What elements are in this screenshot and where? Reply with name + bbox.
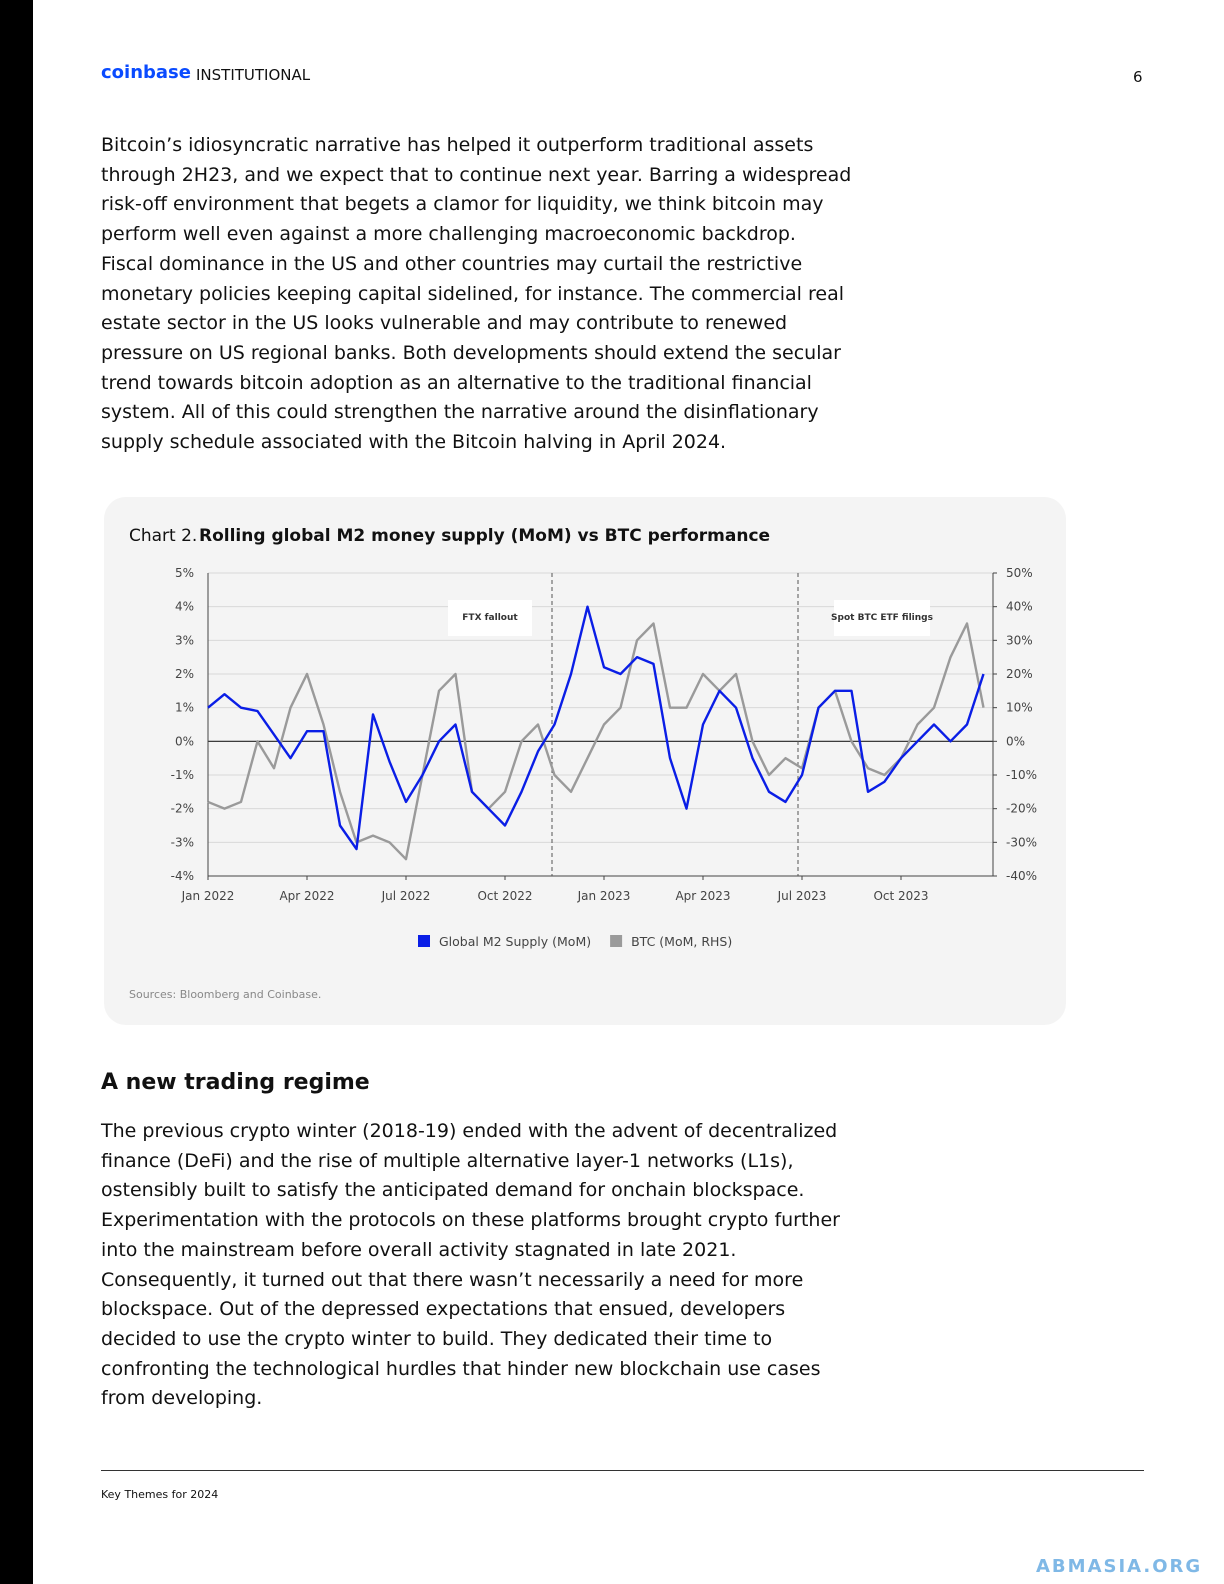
left-bar (0, 0, 33, 1584)
y-tick-label: 0% (175, 734, 194, 748)
legend-swatch (610, 935, 623, 947)
annotation-box (448, 600, 532, 636)
chart-title-prefix: Chart 2. (129, 526, 197, 546)
x-tick-label: Jul 2023 (777, 889, 827, 903)
brand: coinbase (101, 62, 191, 83)
y2-tick-label: -30% (1006, 835, 1037, 849)
text-line: supply schedule associated with the Bitc… (101, 431, 727, 454)
paragraph: Bitcoin’s idiosyncratic narrative has he… (101, 131, 851, 458)
text-line: Bitcoin’s idiosyncratic narrative has he… (101, 134, 814, 156)
y2-tick-label: -10% (1006, 768, 1037, 782)
text-line: risk-off environment that begets a clamo… (101, 193, 824, 216)
x-tick-label: Apr 2022 (279, 889, 334, 903)
y-tick-label: 5% (175, 566, 194, 580)
y-tick-label: -3% (171, 835, 194, 849)
text-line: decided to use the crypto winter to buil… (101, 1327, 773, 1350)
y-tick-label: -4% (171, 869, 194, 883)
y2-tick-label: 10% (1006, 701, 1033, 715)
x-tick-label: Oct 2022 (477, 889, 532, 903)
y2-tick-label: 30% (1006, 633, 1033, 647)
x-tick-label: Jan 2023 (577, 889, 631, 903)
text-line: from developing. (101, 1387, 263, 1410)
paragraph: The previous crypto winter (2018-19) end… (101, 1117, 840, 1414)
footer: Key Themes for 2024 (101, 1488, 219, 1501)
text-line: blockspace. Out of the depressed expecta… (101, 1298, 786, 1321)
chart-title: Rolling global M2 money supply (MoM) vs … (199, 526, 770, 546)
heading: A new trading regime (101, 1070, 370, 1095)
annotation: FTX fallout (462, 613, 518, 623)
x-tick-label: Apr 2023 (675, 889, 730, 903)
text-line: system. All of this could strengthen the… (101, 401, 819, 424)
y2-tick-label: -40% (1006, 869, 1037, 883)
chart-source: Sources: Bloomberg and Coinbase. (129, 988, 321, 1001)
y-tick-label: 4% (175, 600, 194, 614)
legend-swatch (418, 935, 430, 947)
text-line: finance (DeFi) and the rise of multiple … (101, 1149, 794, 1172)
text-line: perform well even against a more challen… (101, 223, 796, 246)
chart: Chart 2. Rolling global M2 money supply … (129, 526, 1037, 1001)
text-line: The previous crypto winter (2018-19) end… (101, 1120, 838, 1142)
footer-rule (101, 1470, 1144, 1471)
text-line: confronting the technological hurdles th… (101, 1357, 821, 1380)
y-tick-label: -1% (171, 768, 194, 782)
y-tick-label: 2% (175, 667, 194, 681)
text-line: into the mainstream before overall activ… (101, 1238, 737, 1261)
watermark: ABMASIA.ORG (1036, 1556, 1203, 1577)
legend-label: Global M2 Supply (MoM) (439, 934, 591, 949)
annotation-box (834, 600, 930, 636)
x-tick-label: Jan 2022 (181, 889, 235, 903)
y2-tick-label: 20% (1006, 667, 1033, 681)
x-tick-label: Oct 2023 (873, 889, 928, 903)
text-line: Fiscal dominance in the US and other cou… (101, 252, 803, 275)
y-tick-label: -2% (171, 802, 194, 816)
text-line: estate sector in the US looks vulnerable… (101, 312, 788, 335)
text-line: trend towards bitcoin adoption as an alt… (101, 371, 812, 394)
y2-tick-label: -20% (1006, 802, 1037, 816)
y2-tick-label: 0% (1006, 734, 1025, 748)
text-line: ostensibly built to satisfy the anticipa… (101, 1179, 805, 1202)
text-line: Experimentation with the protocols on th… (101, 1209, 840, 1232)
page-number: 6 (1133, 68, 1143, 86)
text-line: through 2H23, and we expect that to cont… (101, 163, 852, 186)
y2-tick-label: 50% (1006, 566, 1033, 580)
series-line (207, 605, 985, 851)
brand-sub: INSTITUTIONAL (196, 66, 311, 84)
y2-tick-label: 40% (1006, 600, 1033, 614)
y-tick-label: 3% (175, 633, 194, 647)
text-line: monetary policies keeping capital sideli… (101, 282, 845, 305)
annotation: Spot BTC ETF filings (831, 613, 933, 623)
y-tick-label: 1% (175, 701, 194, 715)
series-line (207, 622, 985, 861)
text-line: pressure on US regional banks. Both deve… (101, 341, 841, 364)
x-tick-label: Jul 2022 (381, 889, 431, 903)
text-line: Consequently, it turned out that there w… (101, 1268, 804, 1291)
legend-label: BTC (MoM, RHS) (631, 934, 732, 949)
